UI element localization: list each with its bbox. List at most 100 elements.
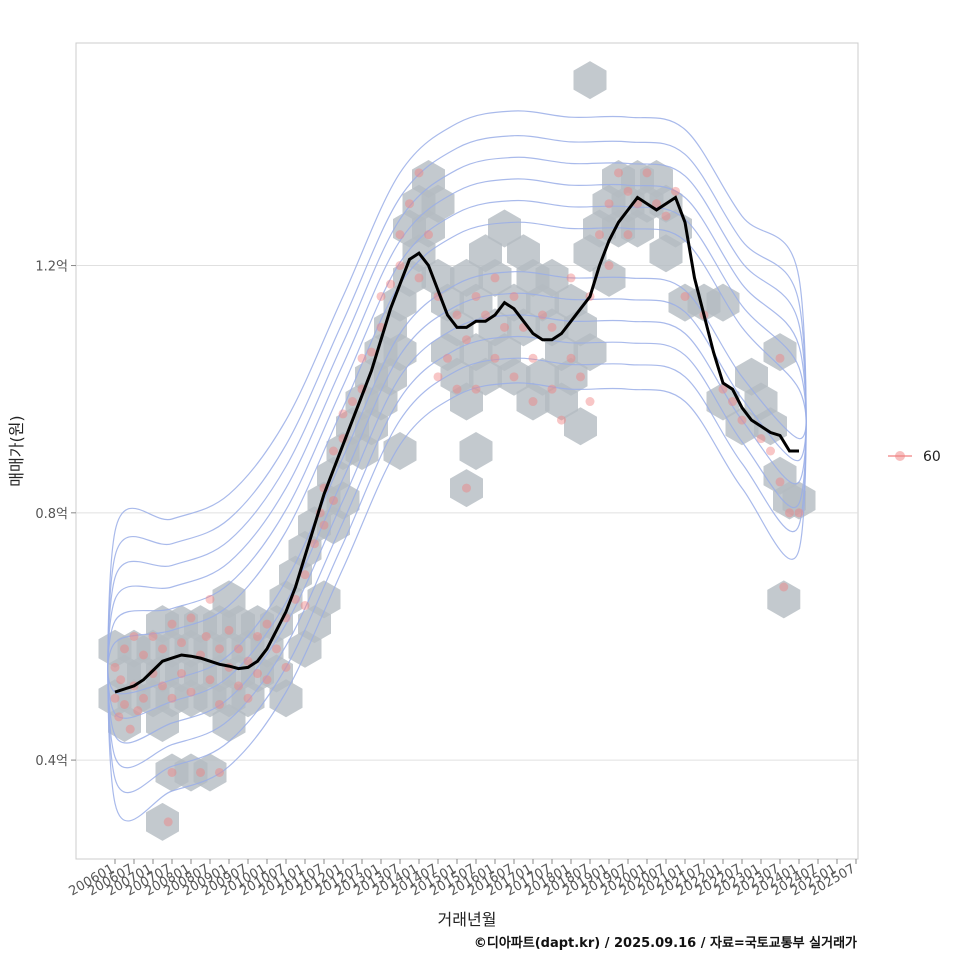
hexbin-cell (488, 209, 521, 248)
scatter-point (329, 495, 338, 505)
x-axis-title: 거래년월 (438, 910, 497, 929)
hexbin-cell (459, 432, 493, 470)
hexbin-cell (450, 469, 483, 508)
hexbin-cell (706, 382, 740, 421)
hexbin-cell (469, 357, 502, 396)
scatter-point (414, 168, 424, 178)
scatter-point (452, 310, 462, 320)
scatter-point (158, 644, 167, 654)
scatter-point (177, 638, 186, 648)
hexbin-cell (307, 580, 341, 619)
scatter-point (253, 631, 262, 641)
density-contour (107, 178, 807, 744)
scatter-point (737, 415, 747, 425)
scatter-point (652, 199, 661, 209)
scatter-point (528, 397, 538, 407)
scatter-point (775, 477, 785, 487)
x-axis-ticks: 2006012006072007012007072008012008072009… (67, 859, 858, 899)
scatter-point (585, 397, 595, 407)
scatter-point (462, 483, 471, 493)
scatter-point (623, 230, 633, 240)
density-contours (107, 110, 807, 822)
scatter-point (775, 353, 785, 363)
scatter-point (661, 211, 671, 221)
scatter-point (718, 384, 728, 394)
hexbin-cell (478, 258, 512, 297)
scatter-point (205, 594, 215, 604)
scatter-point (604, 199, 614, 209)
scatter-point (234, 644, 243, 654)
y-axis-title: 매매가(원) (7, 415, 26, 486)
scatter-point (116, 675, 126, 685)
scatter-point (167, 767, 177, 777)
scatter-point (348, 397, 357, 407)
scatter-point (490, 273, 500, 283)
scatter-point (186, 687, 196, 697)
hexbin-cell (763, 333, 797, 372)
scatter-point (509, 291, 519, 301)
scatter-point (291, 594, 300, 604)
hexbin-cell (450, 382, 483, 421)
scatter-point (110, 662, 120, 672)
scatter-point (547, 384, 557, 394)
scatter-point (167, 619, 177, 629)
scatter-point (300, 570, 310, 580)
legend: 60 (888, 449, 941, 465)
scatter-point (623, 186, 633, 196)
scatter-point (547, 322, 557, 332)
scatter-point (120, 644, 129, 654)
scatter-point (405, 199, 414, 209)
scatter-point (281, 662, 291, 672)
hexbin-cell (497, 357, 531, 396)
scatter-point (414, 273, 424, 283)
scatter-point (642, 168, 652, 178)
scatter-point (766, 446, 775, 456)
scatter-point (452, 384, 462, 394)
scatter-point (471, 384, 481, 394)
scatter-point (528, 353, 538, 363)
hexbin-cell (564, 407, 597, 446)
scatter-point (671, 186, 680, 196)
scatter-point (133, 706, 143, 716)
scatter-point (604, 261, 614, 271)
scatter-point (367, 347, 376, 357)
legend-key-point (895, 451, 905, 461)
scatter-point (243, 693, 253, 703)
hexbin-cell (592, 258, 626, 297)
caption: ©디아파트(dapt.kr) / 2025.09.16 / 자료=국토교통부 실… (474, 935, 857, 951)
y-tick-label: 0.4억 (35, 754, 68, 769)
scatter-point (300, 601, 310, 611)
density-contour (107, 156, 807, 769)
hexbin-cell (459, 283, 493, 322)
y-tick-label: 0.8억 (35, 507, 68, 522)
scatter-point (110, 693, 120, 703)
scatter-point (794, 508, 804, 518)
scatter-point (338, 409, 348, 419)
scatter-point (443, 353, 452, 363)
scatter-point (129, 631, 139, 641)
hexbin-cell (212, 704, 246, 742)
scatter-point (756, 434, 766, 444)
hexbin-cell (383, 432, 417, 470)
density-contour (107, 221, 807, 695)
scatter-point (462, 335, 471, 345)
scatter-point (595, 230, 604, 240)
scatter-point (376, 291, 386, 301)
scatter-point (186, 613, 196, 623)
scatter-point (158, 681, 167, 691)
scatter-point (215, 767, 224, 777)
scatter-point (785, 508, 794, 518)
scatter-point (566, 273, 576, 283)
scatter-point (201, 631, 211, 641)
scatter-point (566, 353, 576, 363)
trend-line (114, 195, 799, 694)
hexbin-cell (383, 333, 417, 372)
hexbin-cell (573, 61, 607, 100)
scatter-point (234, 681, 243, 691)
scatter-point (386, 279, 395, 289)
scatter-point (395, 261, 405, 271)
scatter-point (319, 520, 329, 530)
scatter-point (395, 230, 405, 240)
scatter-point (177, 669, 186, 679)
scatter-point (205, 675, 215, 685)
